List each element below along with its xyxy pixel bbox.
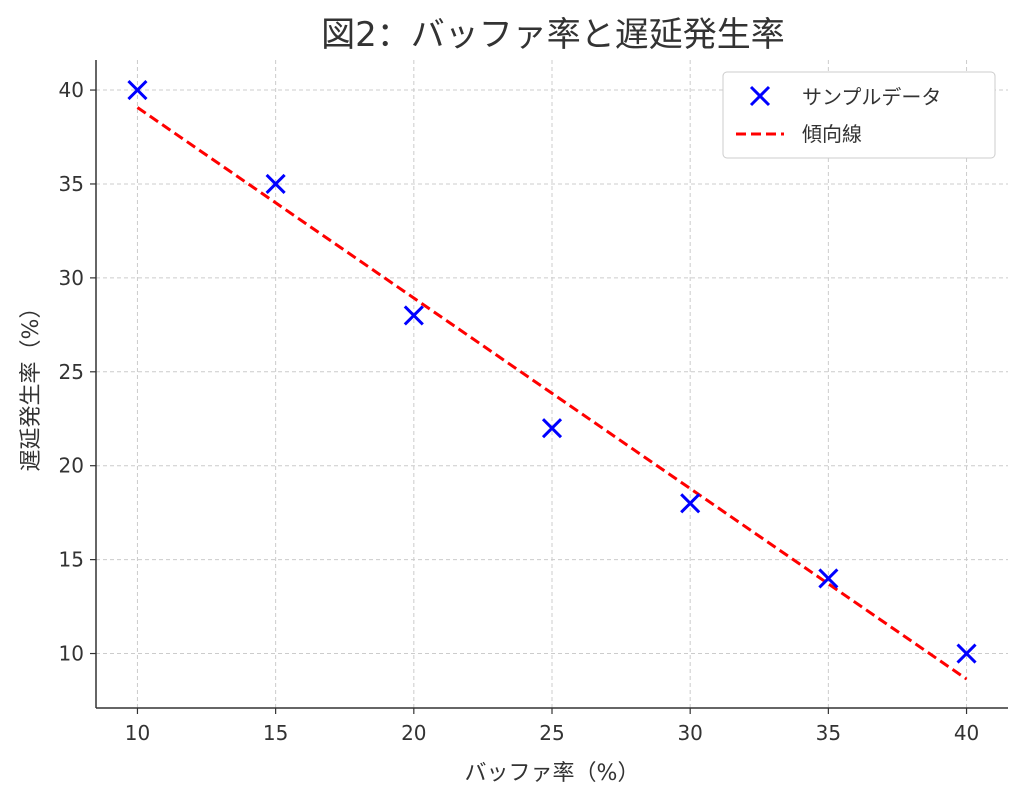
y-tick-label: 10 [59, 642, 84, 666]
y-tick-label: 20 [59, 454, 84, 478]
legend: サンプルデータ 傾向線 [722, 71, 996, 159]
y-tick-label: 25 [59, 360, 84, 384]
x-tick-label: 20 [401, 721, 426, 745]
chart-title: 図2：バッファ率と遅延発生率 [321, 15, 785, 55]
y-tick-label: 15 [59, 548, 84, 572]
trend-line-layer [136, 106, 968, 681]
data-point-stroke [680, 493, 701, 514]
y-tick-label: 35 [59, 172, 84, 196]
legend-label-data: サンプルデータ [802, 85, 941, 109]
x-tick-label: 10 [125, 721, 150, 745]
axes: 10 15 20 25 30 35 40 10 15 20 25 30 35 40 [59, 60, 1008, 745]
data-point [956, 643, 977, 664]
y-tick-label: 40 [59, 78, 84, 102]
data-point [127, 79, 148, 101]
grid [96, 60, 1008, 708]
points-layer [127, 79, 977, 664]
data-point-stroke [956, 643, 977, 664]
x-tick-label: 40 [954, 721, 979, 745]
data-point [818, 568, 839, 589]
data-point [403, 305, 424, 326]
x-tick-label: 15 [263, 721, 288, 745]
y-axis-label: 遅延発生率（%） [19, 297, 44, 472]
x-tick-label: 25 [539, 721, 564, 745]
x-axis-label: バッファ率（%） [465, 761, 640, 786]
data-point [541, 418, 563, 439]
trend-line [136, 106, 968, 681]
data-point [265, 173, 286, 195]
data-point [680, 493, 701, 514]
data-point-stroke [265, 173, 286, 195]
data-point-stroke [127, 79, 148, 101]
x-tick-label: 35 [816, 721, 841, 745]
legend-box [722, 71, 996, 159]
y-tick-label: 30 [59, 266, 84, 290]
data-point-stroke [403, 305, 424, 326]
data-point-stroke [541, 418, 563, 439]
x-tick-label: 30 [677, 721, 702, 745]
legend-label-trend: 傾向線 [802, 122, 862, 146]
data-point-stroke [818, 568, 839, 589]
legend-marker-x-icon [749, 85, 771, 107]
